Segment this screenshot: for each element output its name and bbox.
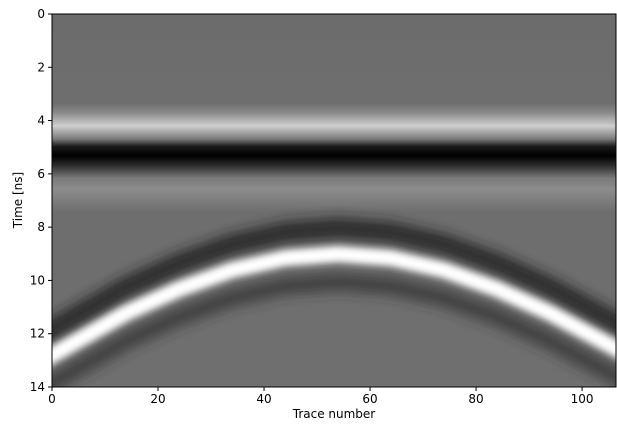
y-tick-label: 14 bbox=[30, 380, 45, 394]
y-tick-label: 6 bbox=[37, 167, 45, 181]
y-tick-label: 0 bbox=[37, 7, 45, 21]
y-tick-label: 8 bbox=[37, 220, 45, 234]
radargram bbox=[52, 14, 616, 387]
y-tick-label: 10 bbox=[30, 273, 45, 287]
x-tick-label: 80 bbox=[468, 392, 483, 406]
x-axis-label: Trace number bbox=[292, 407, 376, 421]
x-tick-label: 20 bbox=[150, 392, 165, 406]
y-tick-label: 4 bbox=[37, 114, 45, 128]
y-tick-label: 2 bbox=[37, 60, 45, 74]
x-tick-label: 0 bbox=[48, 392, 56, 406]
y-tick-label: 12 bbox=[30, 327, 45, 341]
y-axis-label: Time [ns] bbox=[11, 172, 25, 229]
x-tick-label: 100 bbox=[571, 392, 594, 406]
x-tick-label: 40 bbox=[256, 392, 271, 406]
x-tick-label: 60 bbox=[362, 392, 377, 406]
plot-frame bbox=[51, 13, 617, 388]
